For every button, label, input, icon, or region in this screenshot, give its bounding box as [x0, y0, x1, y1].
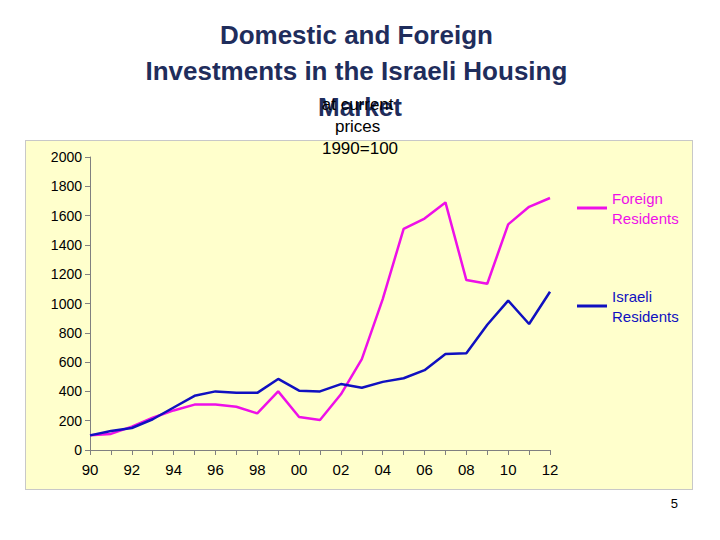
svg-text:Investments in the Israeli Hou: Investments in the Israeli Housing: [145, 56, 574, 86]
svg-text:800: 800: [59, 325, 83, 341]
svg-text:1200: 1200: [51, 266, 82, 282]
svg-text:94: 94: [165, 461, 182, 478]
svg-text:Market: Market: [318, 92, 402, 122]
svg-text:92: 92: [123, 461, 140, 478]
svg-text:600: 600: [59, 354, 83, 370]
svg-text:Israeli: Israeli: [612, 288, 656, 305]
svg-text:00: 00: [291, 461, 308, 478]
svg-text:1990=100: 1990=100: [322, 139, 398, 158]
svg-text:1800: 1800: [51, 178, 82, 194]
svg-text:06: 06: [416, 461, 433, 478]
svg-text:02: 02: [333, 461, 350, 478]
svg-text:Residents: Residents: [612, 210, 679, 227]
svg-text:prices: prices: [335, 117, 385, 136]
svg-text:90: 90: [82, 461, 99, 478]
svg-text:96: 96: [207, 461, 224, 478]
svg-text:1400: 1400: [51, 237, 82, 253]
svg-text:Foreign: Foreign: [612, 190, 667, 207]
svg-text:Domestic and Foreign: Domestic and Foreign: [220, 20, 500, 50]
svg-text:0: 0: [74, 442, 82, 458]
svg-text:Residents: Residents: [612, 308, 679, 325]
svg-text:2000: 2000: [51, 149, 82, 165]
svg-text:5: 5: [671, 496, 678, 511]
svg-text:12: 12: [542, 461, 559, 478]
svg-text:400: 400: [59, 383, 83, 399]
svg-text:10: 10: [500, 461, 517, 478]
svg-text:98: 98: [249, 461, 266, 478]
svg-text:04: 04: [374, 461, 391, 478]
svg-text:08: 08: [458, 461, 475, 478]
svg-text:at current: at current: [322, 95, 399, 114]
svg-text:1600: 1600: [51, 208, 82, 224]
svg-text:200: 200: [59, 413, 83, 429]
svg-text:1000: 1000: [51, 296, 82, 312]
